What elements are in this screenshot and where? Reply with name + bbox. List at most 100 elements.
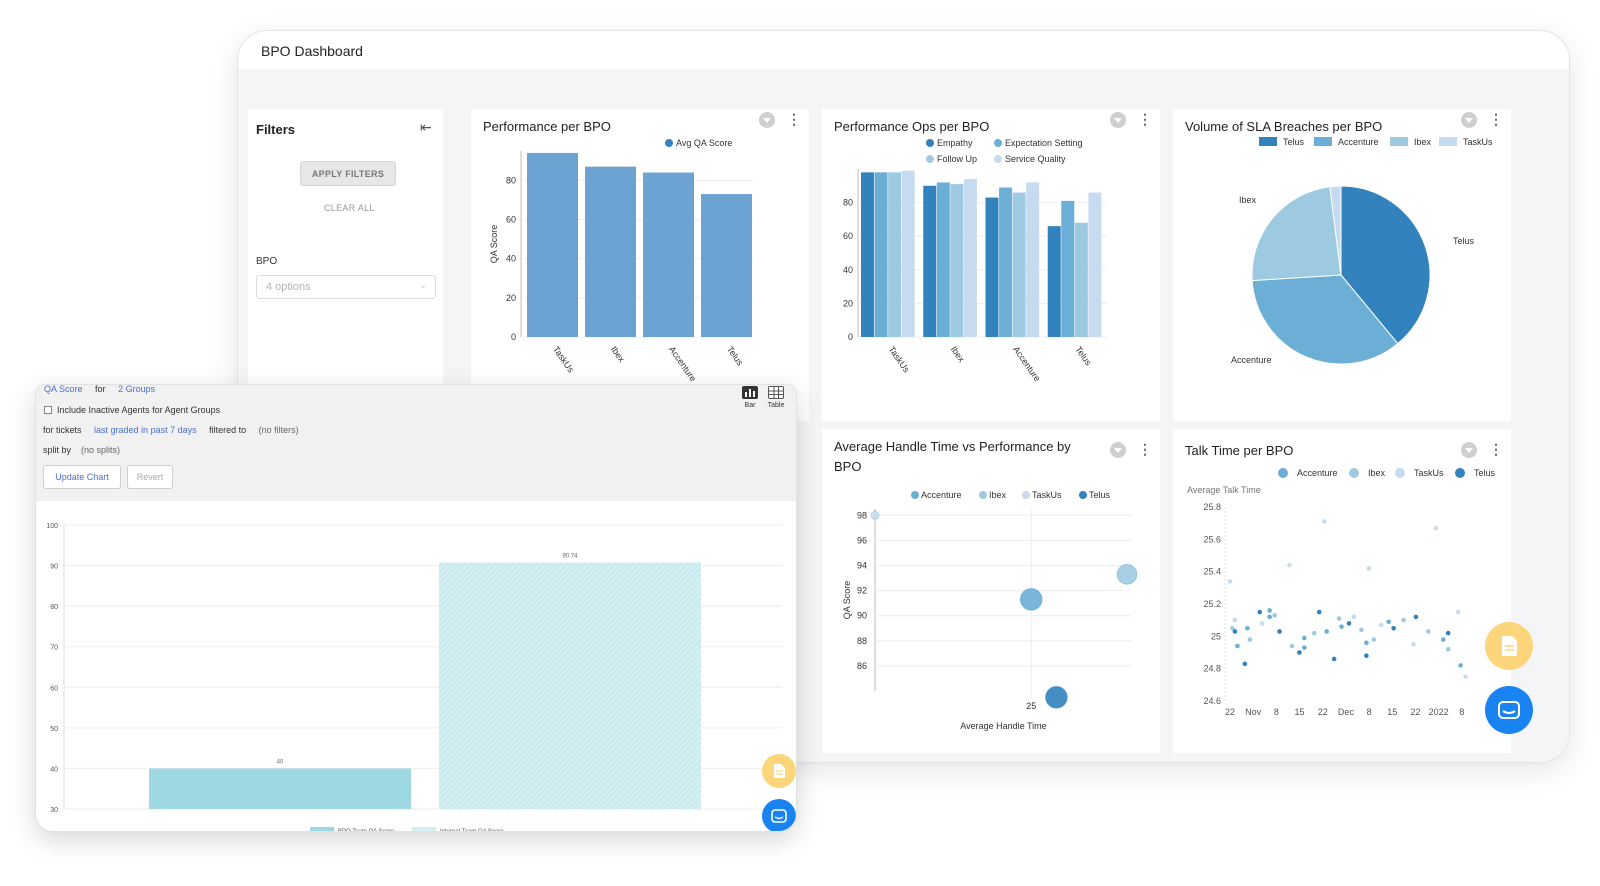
scatter-point — [1247, 637, 1253, 642]
filter-icon[interactable] — [1461, 442, 1477, 458]
x-tick-label: Accenture — [1011, 344, 1042, 383]
y-tick-label: 96 — [857, 535, 867, 545]
legend-swatch — [1259, 137, 1277, 146]
apply-filters-button[interactable]: APPLY FILTERS — [300, 161, 396, 186]
card-title: Talk Time per BPO — [1185, 443, 1294, 458]
bar — [1012, 192, 1026, 337]
x-tick-label: 15 — [1295, 707, 1305, 717]
y-tick-label: 40 — [843, 265, 853, 275]
collapse-left-icon[interactable]: ⇤ — [420, 119, 432, 135]
scatter-point — [1413, 614, 1419, 620]
scatter-point — [1336, 616, 1342, 621]
legend-swatch — [665, 139, 673, 147]
talk-time-chart: 24.6 24.8 25 25.2 25.4 25.6 25.8 22 Nov 8 15 22 Dec 8… — [1187, 468, 1496, 717]
legend-swatch — [994, 139, 1002, 147]
document-fab-main[interactable] — [1485, 622, 1533, 670]
chevron-down-icon: ⌄ — [418, 280, 427, 291]
more-vertical-icon[interactable]: ⋮ — [1489, 441, 1503, 457]
legend-label: TaskUs — [1414, 468, 1444, 478]
legend-label: Avg QA Score — [676, 138, 732, 148]
y-tick-label: 60 — [50, 685, 58, 692]
scatter-point — [1257, 609, 1263, 615]
scatter-point — [1440, 637, 1446, 642]
app-title: BPO Dashboard — [261, 43, 363, 59]
bar — [950, 184, 964, 337]
scatter-point — [1316, 609, 1322, 615]
legend-label: Telus — [1474, 468, 1496, 478]
filter-icon[interactable] — [1110, 442, 1126, 458]
y-axis-label: QA Score — [489, 225, 499, 264]
include-inactive-checkbox[interactable] — [44, 406, 52, 414]
chat-fab-main[interactable] — [1485, 686, 1533, 734]
no-filters-link[interactable]: (no filters) — [258, 425, 299, 435]
builder-bar-chart: 30 40 50 60 70 80 90 100 40 90.74 BPO Team QA Scor… — [36, 501, 796, 832]
card-title: Volume of SLA Breaches per BPO — [1185, 119, 1383, 134]
y-tick-label: 20 — [843, 298, 853, 308]
document-fab[interactable] — [762, 754, 796, 788]
y-tick-label: 0 — [848, 332, 853, 342]
y-tick-label: 60 — [843, 231, 853, 241]
y-tick-label: 60 — [506, 215, 516, 225]
more-vertical-icon[interactable]: ⋮ — [787, 111, 801, 127]
scatter-point — [1232, 629, 1238, 634]
scatter-point — [1411, 642, 1416, 647]
legend-label: Ibex — [1368, 468, 1386, 478]
chart-builder-panel: QA Score for 2 Groups Include Inactive A… — [35, 384, 797, 832]
table-icon — [768, 386, 784, 399]
no-splits-link[interactable]: (no splits) — [81, 445, 121, 455]
table-view-toggle[interactable]: Table — [764, 386, 788, 409]
sla-breaches-chart: Telus Accenture Ibex Telus Accenture Ibex Task… — [1231, 137, 1493, 365]
include-inactive-label: Include Inactive Agents for Agent Groups — [57, 405, 221, 415]
performance-ops-per-bpo-card: Performance Ops per BPO ⋮ 0 20 40 60 80 TaskU… — [822, 109, 1160, 421]
scatter-point — [1267, 608, 1272, 613]
x-tick-label: 25 — [1026, 701, 1036, 711]
include-inactive-row: Include Inactive Agents for Agent Groups — [44, 405, 220, 415]
legend-label: Ibex — [1414, 137, 1432, 147]
filter-icon[interactable] — [759, 112, 775, 128]
filter-icon[interactable] — [1110, 112, 1126, 128]
bar-view-label: Bar — [744, 402, 756, 409]
scatter-point — [1401, 617, 1406, 623]
legend-label: BPO Team QA Score — [338, 829, 395, 832]
y-tick-label: 24.8 — [1203, 664, 1221, 674]
bar — [874, 172, 888, 337]
more-vertical-icon[interactable]: ⋮ — [1489, 111, 1503, 127]
scatter-point — [1378, 622, 1384, 628]
slice-label: Telus — [1453, 236, 1475, 246]
x-tick-label: TaskUs — [551, 344, 576, 374]
bar — [1047, 226, 1061, 337]
bpo-filter-label: BPO — [256, 256, 278, 267]
groups-link[interactable]: 2 Groups — [118, 384, 156, 394]
more-vertical-icon[interactable]: ⋮ — [1138, 111, 1152, 127]
metric-link[interactable]: QA Score — [44, 384, 83, 394]
bpo-select-placeholder: 4 options — [266, 281, 311, 293]
x-tick-label: Nov — [1245, 707, 1262, 717]
bar-view-toggle[interactable]: Bar — [738, 386, 762, 409]
legend-label: Telus — [1283, 137, 1305, 147]
x-tick-label: Ibex — [609, 344, 627, 364]
legend-swatch — [1079, 491, 1087, 499]
filter-icon[interactable] — [1461, 112, 1477, 128]
scatter-point — [1242, 661, 1248, 667]
legend-label: Expectation Setting — [1005, 138, 1083, 148]
bar — [1088, 192, 1102, 337]
bar — [527, 152, 578, 337]
scatter-point — [1272, 613, 1277, 618]
y-tick-label: 92 — [857, 586, 867, 596]
y-tick-label: 50 — [50, 726, 58, 733]
clear-all-link[interactable]: CLEAR ALL — [324, 203, 375, 213]
for-label: for — [95, 384, 106, 394]
bpo-select[interactable]: 4 options ⌄ — [256, 275, 436, 299]
more-vertical-icon[interactable]: ⋮ — [1138, 441, 1152, 457]
pie-slice — [1329, 185, 1342, 276]
chat-fab[interactable] — [762, 799, 796, 831]
date-range-link[interactable]: last graded in past 7 days — [94, 425, 197, 435]
update-chart-button[interactable]: Update Chart — [43, 465, 121, 489]
bar — [901, 170, 915, 337]
x-tick-label: Telus — [1073, 344, 1094, 367]
chat-icon — [771, 809, 787, 823]
revert-button[interactable]: Revert — [127, 465, 173, 489]
scatter-point — [1227, 579, 1233, 584]
dashboard-canvas: Filters ⇤ APPLY FILTERS CLEAR ALL BPO 4 … — [238, 69, 1569, 762]
y-tick-label: 88 — [857, 636, 867, 646]
